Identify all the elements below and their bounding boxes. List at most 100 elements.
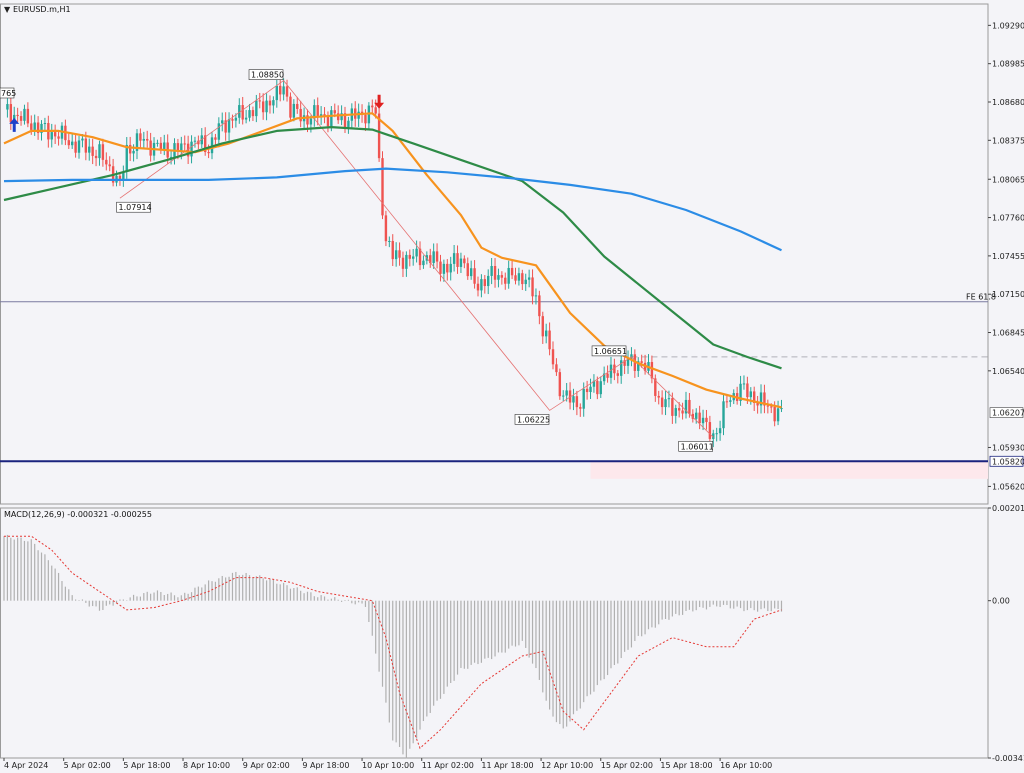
candle-body — [466, 263, 469, 277]
candle-body — [575, 396, 579, 408]
candle-body — [473, 268, 476, 284]
candle-body — [381, 158, 384, 216]
candle-body — [43, 123, 47, 125]
candle-body — [493, 266, 497, 280]
candle-body — [456, 253, 459, 267]
candle-body — [749, 391, 752, 398]
candle-body — [77, 140, 81, 153]
candle-body — [691, 413, 695, 419]
candle-body — [169, 156, 173, 158]
candle-body — [16, 114, 19, 117]
time-tick-label: 9 Apr 18:00 — [302, 761, 349, 770]
candle-body — [186, 143, 190, 157]
candle-body — [759, 392, 763, 406]
candle-body — [579, 407, 582, 409]
partial-swing-label: 765 — [1, 89, 16, 98]
candle-body — [210, 137, 214, 154]
candle-body — [432, 251, 435, 263]
candle-body — [449, 263, 452, 273]
candle-body — [176, 143, 180, 152]
window-menu-icon[interactable]: ▼ — [4, 5, 11, 14]
candle-body — [391, 240, 394, 260]
candle-body — [50, 132, 53, 140]
candle-body — [275, 85, 278, 101]
candle-body — [132, 150, 135, 154]
candle-body — [296, 103, 299, 109]
candle-body — [241, 105, 244, 120]
candle-body — [531, 277, 534, 297]
time-tick-label: 15 Apr 02:00 — [601, 761, 653, 770]
swing-label: 1.06651 — [594, 347, 627, 356]
candle-body — [753, 391, 756, 403]
candle-body — [183, 143, 186, 145]
candle-body — [347, 120, 350, 127]
macd-tick-label: 0.002011 — [992, 504, 1024, 513]
candle-body — [422, 260, 425, 266]
candle-body — [139, 133, 142, 141]
candle-body — [602, 373, 606, 382]
candle-body — [316, 105, 319, 118]
candle-body — [6, 104, 9, 110]
candle-body — [524, 279, 527, 285]
candle-body — [541, 316, 544, 337]
swing-label-box — [248, 69, 284, 80]
macd-tick-label: 0.00 — [992, 597, 1010, 606]
swing-label: 1.06225 — [517, 415, 550, 424]
candle-body — [33, 122, 36, 130]
candle-body — [500, 275, 504, 278]
candle-body — [514, 275, 517, 281]
candle-body — [74, 141, 77, 153]
candle-body — [616, 373, 619, 376]
candle-body — [217, 123, 221, 140]
candle-body — [487, 275, 490, 287]
candle-body — [544, 330, 548, 337]
candle-body — [623, 360, 626, 366]
candle-body — [517, 273, 521, 281]
candle-body — [677, 408, 681, 411]
candle-body — [452, 253, 456, 264]
candle-body — [401, 257, 405, 269]
candle-body — [715, 433, 718, 435]
candle-body — [94, 155, 98, 159]
candle-body — [142, 138, 146, 141]
candle-body — [30, 123, 33, 130]
sell-arrow-icon — [374, 94, 385, 109]
candle-body — [248, 110, 251, 118]
candle-body — [309, 118, 313, 125]
candle-body — [388, 240, 391, 242]
candle-body — [671, 398, 674, 416]
candle-body — [776, 408, 780, 422]
swing-label-box — [678, 440, 713, 452]
candle-body — [497, 275, 500, 280]
candle-body — [725, 401, 729, 403]
candle-body — [742, 383, 746, 385]
price-tick-label: 1.08375 — [992, 136, 1024, 145]
candle-body — [261, 101, 265, 113]
candle-body — [664, 399, 667, 408]
candle-body — [244, 117, 248, 120]
macd-title: MACD(12,26,9) -0.000321 -0.000255 — [4, 510, 152, 519]
candle-body — [255, 100, 258, 117]
candle-body — [585, 388, 589, 393]
candle-body — [394, 250, 398, 260]
macd-signal-line — [4, 535, 782, 750]
symbol-label: EURUSD.m,H1 — [13, 5, 71, 14]
candle-body — [626, 358, 630, 366]
candle-body — [251, 110, 255, 117]
candle-body — [521, 273, 524, 285]
time-tick-label: 11 Apr 02:00 — [422, 761, 474, 770]
support-price-label: 1.05820 — [992, 457, 1024, 466]
candle-body — [214, 137, 217, 140]
price-axis: 1.09290 1.08985 1.08680 1.08375 1.08065 1.077… — [3, 21, 1024, 770]
candle-body — [718, 428, 722, 434]
partial-label-box — [0, 87, 15, 99]
candle-body — [336, 113, 340, 121]
candle-body — [773, 406, 776, 422]
price-tick-label: 1.05930 — [992, 443, 1024, 452]
candle-body — [330, 110, 333, 127]
candle-body — [282, 86, 285, 95]
candle-body — [572, 396, 575, 403]
candle-body — [504, 277, 507, 284]
candle-body — [596, 380, 599, 395]
time-tick-label: 10 Apr 10:00 — [362, 761, 414, 770]
